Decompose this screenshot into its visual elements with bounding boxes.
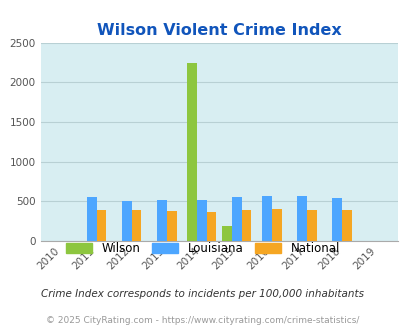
Bar [96, 210, 106, 241]
Bar [271, 209, 281, 241]
Bar [156, 200, 166, 241]
Title: Wilson Violent Crime Index: Wilson Violent Crime Index [97, 22, 341, 38]
Bar [231, 197, 241, 241]
Bar [306, 210, 316, 241]
Bar [122, 201, 131, 241]
Bar [87, 197, 96, 241]
Bar [166, 211, 176, 241]
Bar [206, 212, 216, 241]
Bar [241, 210, 251, 241]
Bar [261, 196, 271, 241]
Legend: Wilson, Louisiana, National: Wilson, Louisiana, National [61, 237, 344, 260]
Text: Crime Index corresponds to incidents per 100,000 inhabitants: Crime Index corresponds to incidents per… [41, 289, 364, 299]
Bar [341, 211, 351, 241]
Bar [331, 198, 341, 241]
Bar [222, 226, 231, 241]
Bar [131, 210, 141, 241]
Bar [196, 200, 206, 241]
Bar [187, 63, 196, 241]
Bar [296, 196, 306, 241]
Text: © 2025 CityRating.com - https://www.cityrating.com/crime-statistics/: © 2025 CityRating.com - https://www.city… [46, 316, 359, 325]
